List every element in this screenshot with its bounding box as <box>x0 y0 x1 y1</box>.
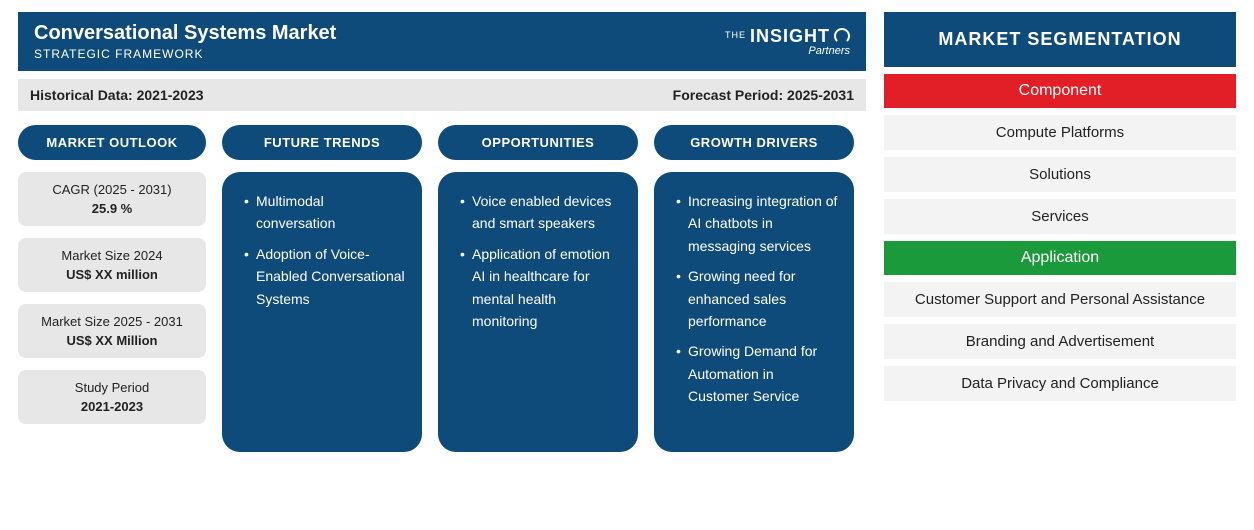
stat-value: 25.9 % <box>26 201 198 216</box>
segmentation-item: Customer Support and Personal Assistance <box>884 282 1236 317</box>
segmentation-panel: MARKET SEGMENTATION Component Compute Pl… <box>884 12 1236 518</box>
stat-size-2024: Market Size 2024 US$ XX million <box>18 238 206 292</box>
market-outlook-column: MARKET OUTLOOK CAGR (2025 - 2031) 25.9 %… <box>18 125 206 452</box>
insight-partners-logo: THE INSIGHT Partners <box>725 27 850 57</box>
opportunities-item: Application of emotion AI in healthcare … <box>460 243 622 333</box>
stat-label: Market Size 2025 - 2031 <box>26 314 198 329</box>
segmentation-group-header-component: Component <box>884 74 1236 108</box>
opportunities-card: Voice enabled devices and smart speakers… <box>438 172 638 452</box>
opportunities-heading: OPPORTUNITIES <box>438 125 638 160</box>
market-subtitle: STRATEGIC FRAMEWORK <box>34 47 336 61</box>
drivers-heading: GROWTH DRIVERS <box>654 125 854 160</box>
opportunities-column: OPPORTUNITIES Voice enabled devices and … <box>438 125 638 452</box>
stat-value: US$ XX million <box>26 267 198 282</box>
header-bar: Conversational Systems Market STRATEGIC … <box>18 12 866 71</box>
stat-value: 2021-2023 <box>26 399 198 414</box>
drivers-item: Growing need for enhanced sales performa… <box>676 265 838 332</box>
logo-insight-text: INSIGHT <box>750 27 830 45</box>
stat-study-period: Study Period 2021-2023 <box>18 370 206 424</box>
trends-item: Adoption of Voice-Enabled Conversational… <box>244 243 406 310</box>
segmentation-item: Data Privacy and Compliance <box>884 366 1236 401</box>
logo-partners-text: Partners <box>808 46 850 57</box>
trends-heading: FUTURE TRENDS <box>222 125 422 160</box>
segmentation-group-header-application: Application <box>884 241 1236 275</box>
segmentation-item: Branding and Advertisement <box>884 324 1236 359</box>
stat-cagr: CAGR (2025 - 2031) 25.9 % <box>18 172 206 226</box>
historical-label: Historical Data: <box>30 87 133 103</box>
forecast-value: 2025-2031 <box>787 87 854 103</box>
logo-ring-icon <box>834 28 850 44</box>
market-title: Conversational Systems Market <box>34 22 336 45</box>
logo-the-text: THE <box>725 31 746 40</box>
stat-size-2025-2031: Market Size 2025 - 2031 US$ XX Million <box>18 304 206 358</box>
outlook-heading: MARKET OUTLOOK <box>18 125 206 160</box>
columns-row: MARKET OUTLOOK CAGR (2025 - 2031) 25.9 %… <box>18 125 866 452</box>
stat-value: US$ XX Million <box>26 333 198 348</box>
segmentation-item: Solutions <box>884 157 1236 192</box>
growth-drivers-column: GROWTH DRIVERS Increasing integration of… <box>654 125 854 452</box>
drivers-card: Increasing integration of AI chatbots in… <box>654 172 854 452</box>
forecast-period: Forecast Period: 2025-2031 <box>673 87 854 103</box>
historical-value: 2021-2023 <box>137 87 204 103</box>
drivers-item: Growing Demand for Automation in Custome… <box>676 340 838 407</box>
forecast-label: Forecast Period: <box>673 87 783 103</box>
segmentation-title: MARKET SEGMENTATION <box>884 12 1236 67</box>
segmentation-item: Services <box>884 199 1236 234</box>
historical-data: Historical Data: 2021-2023 <box>30 87 204 103</box>
stat-label: Market Size 2024 <box>26 248 198 263</box>
trends-item: Multimodal conversation <box>244 190 406 235</box>
stat-label: CAGR (2025 - 2031) <box>26 182 198 197</box>
drivers-item: Increasing integration of AI chatbots in… <box>676 190 838 257</box>
stat-label: Study Period <box>26 380 198 395</box>
opportunities-item: Voice enabled devices and smart speakers <box>460 190 622 235</box>
future-trends-column: FUTURE TRENDS Multimodal conversation Ad… <box>222 125 422 452</box>
trends-card: Multimodal conversation Adoption of Voic… <box>222 172 422 452</box>
left-panel: Conversational Systems Market STRATEGIC … <box>18 12 866 518</box>
period-bar: Historical Data: 2021-2023 Forecast Peri… <box>18 79 866 111</box>
header-title-block: Conversational Systems Market STRATEGIC … <box>34 22 336 61</box>
segmentation-item: Compute Platforms <box>884 115 1236 150</box>
